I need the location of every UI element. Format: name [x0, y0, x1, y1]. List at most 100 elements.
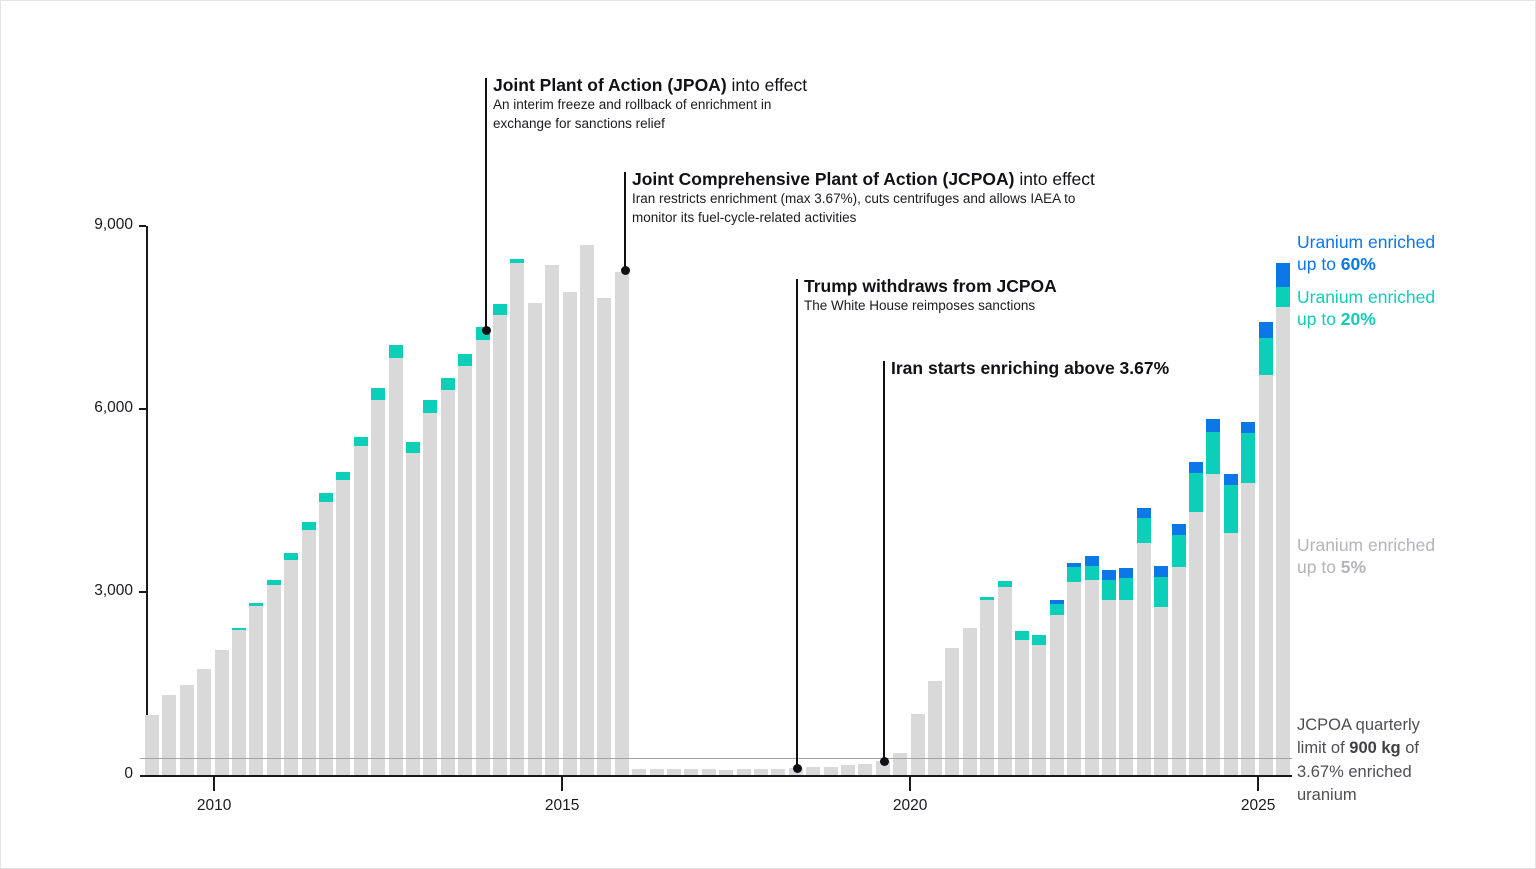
y-axis-tick-label: 0: [124, 765, 133, 782]
bar-segment-5pct: [858, 764, 873, 775]
bar-segment-5pct: [910, 714, 925, 775]
annotation-subtitle-jpoa-2: exchange for sanctions relief: [493, 115, 665, 131]
x-axis-tick: [561, 777, 564, 791]
x-axis-tick-label: 2020: [892, 797, 928, 814]
annotation-line-jpoa: [485, 78, 487, 330]
bar-segment-20pct: [249, 602, 264, 607]
bar-segment-5pct: [597, 297, 612, 775]
annotation-title-trump: Trump withdraws from JCPOA: [804, 276, 1057, 296]
bar-segment-60pct: [1084, 556, 1099, 567]
bar-segment-5pct: [1258, 375, 1273, 775]
x-axis-line: [140, 774, 1292, 777]
bar-segment-20pct: [1049, 604, 1064, 615]
bar-segment-20pct: [353, 437, 368, 447]
bar-segment-5pct: [1189, 512, 1203, 775]
bar-segment-20pct: [301, 521, 316, 530]
bar-segment-60pct: [1241, 422, 1256, 434]
bar-segment-5pct: [197, 668, 212, 775]
bar-segment-20pct: [406, 441, 420, 453]
bar-segment-5pct: [771, 768, 786, 775]
bar-segment-20pct: [423, 399, 438, 413]
bar-segment-60pct: [1136, 508, 1151, 519]
bar-segment-5pct: [545, 265, 560, 775]
legend-uranium-5: Uranium enriched up to 5%: [1297, 534, 1435, 579]
bar-segment-5pct: [388, 358, 403, 775]
bar-segment-5pct: [980, 599, 995, 775]
bar-segment-5pct: [249, 606, 264, 775]
bar-segment-5pct: [353, 446, 368, 775]
bar-segment-5pct: [928, 681, 942, 775]
x-axis-tick: [213, 777, 216, 791]
annotation-subtitle-jcpoa-2: monitor its fuel-cycle-related activitie…: [632, 209, 857, 225]
bar-segment-20pct: [1102, 579, 1116, 600]
bar-segment-5pct: [493, 315, 507, 775]
bar-segment-5pct: [962, 627, 977, 775]
bar-segment-5pct: [997, 586, 1012, 775]
annotation-text-jpoa: Joint Plant of Action (JPOA) into effect…: [493, 75, 807, 133]
bar-segment-20pct: [266, 579, 281, 585]
bar-segment-5pct: [841, 764, 855, 775]
bar-segment-5pct: [806, 767, 821, 775]
bar-segment-5pct: [945, 648, 960, 775]
bar-segment-5pct: [179, 685, 194, 775]
bar-segment-5pct: [562, 291, 577, 775]
bar-segment-5pct: [684, 769, 699, 775]
bar-segment-5pct: [440, 390, 455, 775]
bar-segment-20pct: [1084, 566, 1099, 581]
y-axis-line: [146, 226, 148, 775]
jcpoa-limit-line: [140, 757, 1292, 760]
bar-segment-5pct: [719, 769, 734, 775]
bar-segment-5pct: [580, 244, 594, 775]
bar-segment-5pct: [614, 272, 629, 775]
bar-segment-20pct: [284, 552, 299, 560]
annotation-subtitle-jpoa-1: An interim freeze and rollback of enrich…: [493, 97, 772, 113]
legend-uranium-60: Uranium enriched up to 60%: [1297, 231, 1435, 276]
bar-segment-20pct: [440, 377, 455, 391]
y-axis-tick-label: 6,000: [94, 399, 133, 416]
bar-segment-5pct: [214, 649, 229, 775]
bar-segment-20pct: [1223, 484, 1238, 534]
bar-segment-60pct: [1154, 566, 1169, 578]
bar-segment-60pct: [1206, 419, 1221, 433]
bar-segment-5pct: [371, 400, 386, 775]
limit-label-line2: limit of 900 kg of: [1297, 739, 1419, 758]
annotation-line-trump: [796, 279, 798, 768]
bar-segment-20pct: [232, 627, 246, 631]
annotation-text-trump: Trump withdraws from JCPOA The White Hous…: [804, 276, 1057, 315]
bar-segment-5pct: [632, 768, 647, 775]
bar-segment-20pct: [980, 596, 995, 600]
bar-segment-5pct: [336, 479, 351, 775]
bar-segment-60pct: [1102, 569, 1116, 580]
bar-segment-5pct: [1084, 580, 1099, 775]
bar-segment-20pct: [1119, 577, 1134, 600]
bar-segment-20pct: [1276, 287, 1290, 308]
bar-segment-20pct: [1206, 432, 1221, 475]
bar-segment-5pct: [458, 366, 473, 775]
bar-segment-20pct: [510, 258, 525, 263]
y-axis-tick-label: 9,000: [94, 216, 133, 233]
bar-segment-20pct: [1032, 635, 1047, 646]
bar-segment-5pct: [1223, 533, 1238, 775]
limit-label-line3: 3.67% enriched: [1297, 762, 1412, 781]
bar-segment-5pct: [736, 768, 751, 775]
bar-segment-5pct: [319, 502, 333, 775]
bar-segment-20pct: [997, 581, 1012, 587]
limit-label-line1: JCPOA quarterly: [1297, 716, 1420, 734]
bar-segment-20pct: [1067, 566, 1082, 582]
jcpoa-limit-label: JCPOA quarterly limit of 900 kg of 3.67%…: [1297, 714, 1420, 808]
bar-segment-5pct: [1136, 543, 1151, 775]
legend-uranium-20: Uranium enriched up to 20%: [1297, 286, 1435, 331]
y-axis-tick: [139, 408, 146, 410]
bar-segment-60pct: [1189, 462, 1203, 474]
annotation-dot-jcpoa: [620, 265, 630, 275]
bar-segment-20pct: [1136, 518, 1151, 544]
annotation-dot-jpoa: [481, 325, 491, 335]
legend-20-line1: Uranium enriched: [1297, 287, 1436, 307]
bar-segment-5pct: [1241, 483, 1256, 775]
bar-segment-5pct: [1154, 606, 1169, 775]
legend-60-line2: up to 60%: [1297, 254, 1376, 275]
bar-segment-60pct: [1171, 523, 1186, 535]
y-axis-tick: [139, 591, 146, 593]
